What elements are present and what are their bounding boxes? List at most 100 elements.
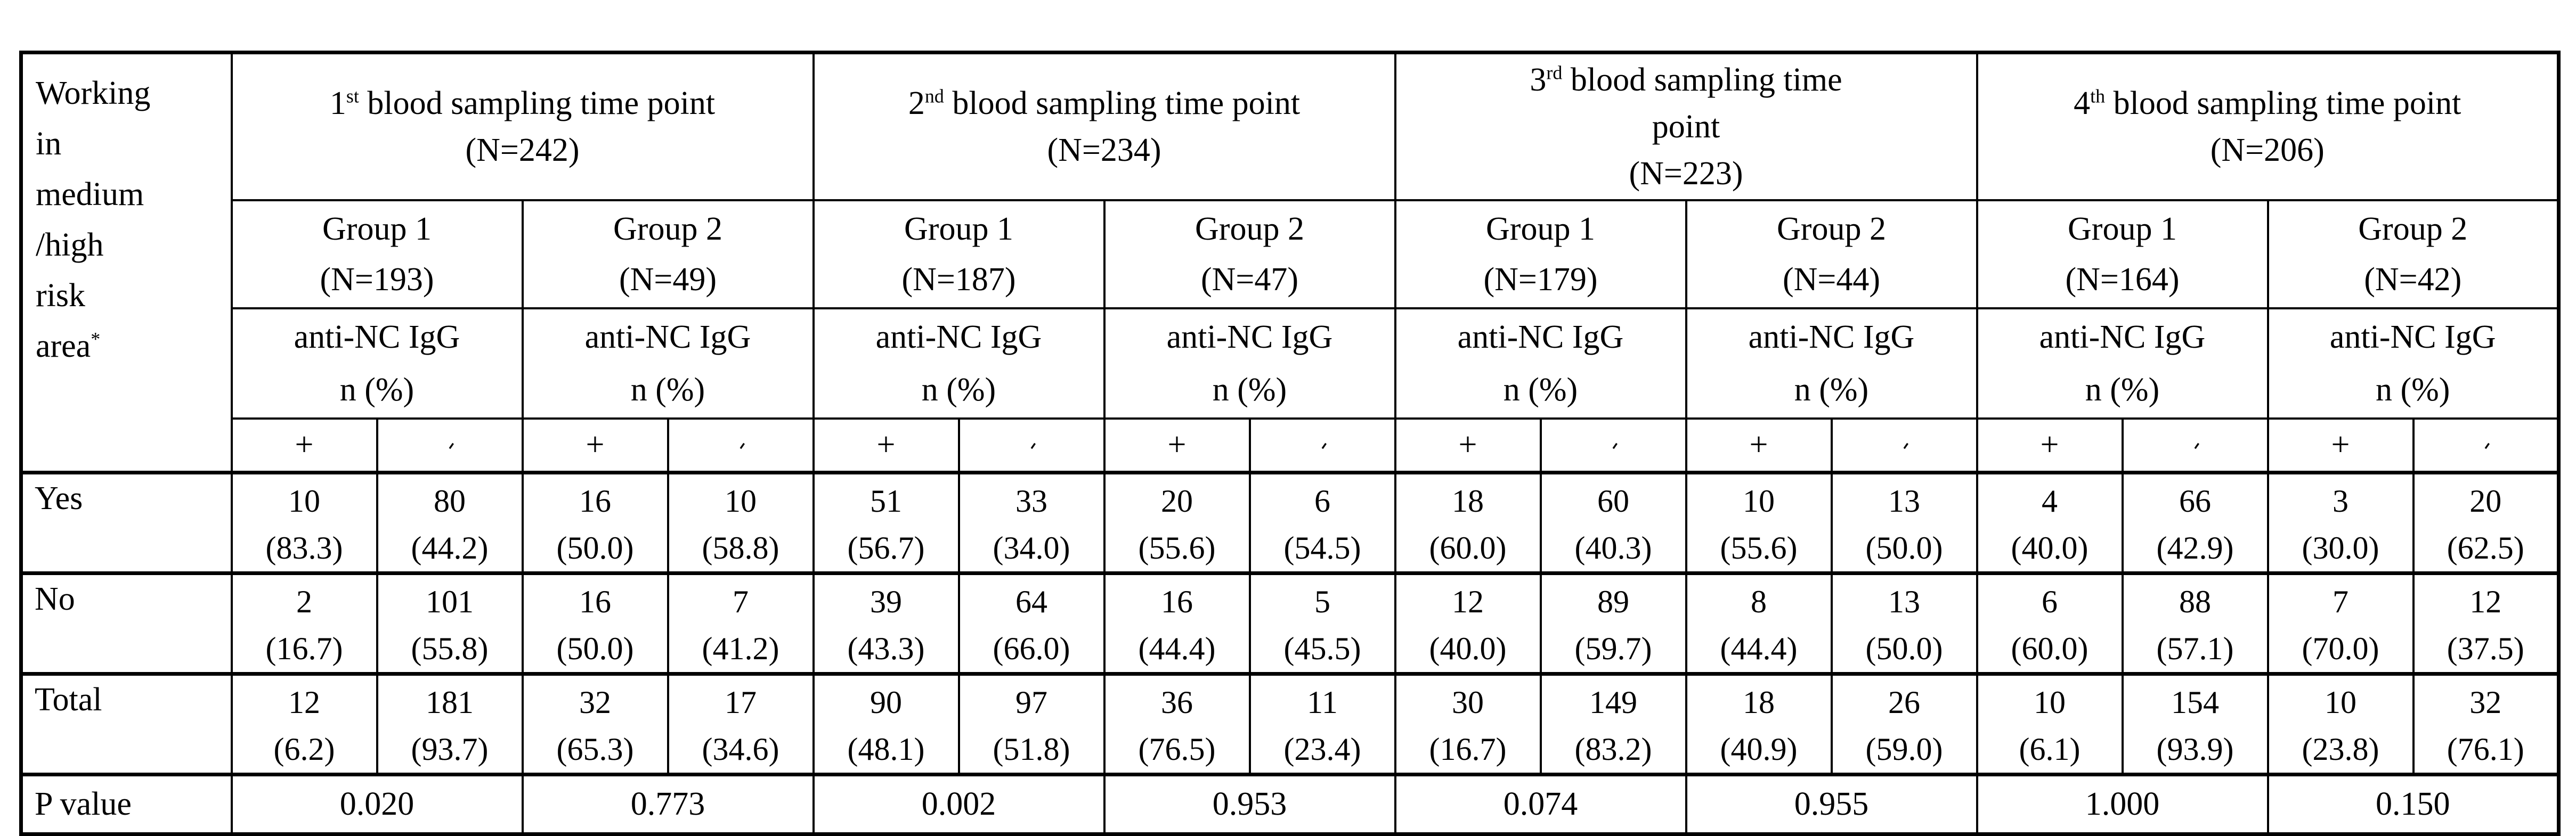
data-cell: 26 (59.0) — [1830, 671, 1978, 775]
assay-subheader: anti-NC IgG n (%) — [230, 307, 524, 420]
data-cell: 36 (76.5) — [1103, 671, 1251, 775]
data-cell: 10 (55.6) — [1685, 470, 1833, 574]
group-header: Group 1 (N=187) — [812, 199, 1106, 309]
data-cell: 149 (83.2) — [1539, 671, 1687, 775]
data-cell: 88 (57.1) — [2121, 571, 2269, 675]
igg-positive-header: + — [1685, 417, 1833, 473]
data-cell: 4 (40.0) — [1976, 470, 2124, 574]
data-cell: 89 (59.7) — [1539, 571, 1687, 675]
data-cell: 16 (50.0) — [521, 470, 669, 574]
data-cell: 101 (55.8) — [376, 571, 524, 675]
group-header: Group 1 (N=164) — [1976, 199, 2269, 309]
p-value-cell: 0.955 — [1685, 772, 1978, 835]
igg-negative-header: - — [1539, 417, 1687, 473]
group-header: Group 2 (N=49) — [521, 199, 815, 309]
p-value-cell: 0.074 — [1394, 772, 1687, 835]
row-group-header-line: Working — [36, 75, 151, 111]
group-header: Group 1 (N=193) — [230, 199, 524, 309]
data-cell: 39 (43.3) — [812, 571, 960, 675]
igg-positive-header: + — [2266, 417, 2415, 473]
row-group-header-line: /high — [36, 227, 104, 263]
footnote-asterisk: * — [91, 328, 101, 350]
data-cell: 66 (42.9) — [2121, 470, 2269, 574]
p-value-cell: 0.953 — [1103, 772, 1396, 835]
group-header: Group 2 (N=47) — [1103, 199, 1396, 309]
timepoint-3-n: (N=223) — [1629, 155, 1743, 192]
timepoint-1-n: (N=242) — [465, 132, 580, 168]
data-cell: 12 (37.5) — [2412, 571, 2560, 675]
igg-positive-header: + — [812, 417, 960, 473]
data-cell: 8 (44.4) — [1685, 571, 1833, 675]
igg-positive-header: + — [1394, 417, 1542, 473]
data-cell: 7 (41.2) — [667, 571, 815, 675]
row-label-no: No — [20, 571, 233, 675]
timepoint-2-n: (N=234) — [1047, 132, 1161, 168]
assay-subheader: anti-NC IgG n (%) — [2266, 307, 2560, 420]
data-cell: 80 (44.2) — [376, 470, 524, 574]
row-group-header-line: in — [36, 126, 62, 162]
data-cell: 20 (55.6) — [1103, 470, 1251, 574]
row-group-header: Working in medium /high risk area* — [20, 51, 233, 473]
data-cell: 16 (50.0) — [521, 571, 669, 675]
data-cell: 2 (16.7) — [230, 571, 378, 675]
data-cell: 10 (6.1) — [1976, 671, 2124, 775]
timepoint-4-n: (N=206) — [2210, 132, 2325, 168]
serology-results-table: Working in medium /high risk area* 1st b… — [19, 51, 2561, 836]
igg-positive-header: + — [521, 417, 669, 473]
assay-subheader: anti-NC IgG n (%) — [1976, 307, 2269, 420]
row-label-yes: Yes — [20, 470, 233, 574]
data-cell: 3 (30.0) — [2266, 470, 2415, 574]
data-cell: 6 (54.5) — [1248, 470, 1396, 574]
group-header: Group 2 (N=42) — [2266, 199, 2560, 309]
p-value-cell: 0.002 — [812, 772, 1106, 835]
data-cell: 12 (40.0) — [1394, 571, 1542, 675]
assay-subheader: anti-NC IgG n (%) — [812, 307, 1106, 420]
data-cell: 17 (34.6) — [667, 671, 815, 775]
data-cell: 10 (23.8) — [2266, 671, 2415, 775]
igg-negative-header: - — [2412, 417, 2560, 473]
data-cell: 51 (56.7) — [812, 470, 960, 574]
data-cell: 90 (48.1) — [812, 671, 960, 775]
data-cell: 10 (58.8) — [667, 470, 815, 574]
p-value-cell: 0.773 — [521, 772, 815, 835]
igg-positive-header: + — [1103, 417, 1251, 473]
igg-negative-header: - — [2121, 417, 2269, 473]
timepoint-2-header: 2nd blood sampling time point (N=234) — [812, 51, 1396, 201]
data-cell: 181 (93.7) — [376, 671, 524, 775]
row-group-header-line: area* — [36, 328, 101, 364]
igg-negative-header: - — [957, 417, 1106, 473]
p-value-cell: 0.150 — [2266, 772, 2560, 835]
data-cell: 33 (34.0) — [957, 470, 1106, 574]
data-cell: 10 (83.3) — [230, 470, 378, 574]
igg-positive-header: + — [1976, 417, 2124, 473]
data-cell: 154 (93.9) — [2121, 671, 2269, 775]
data-cell: 16 (44.4) — [1103, 571, 1251, 675]
data-cell: 32 (76.1) — [2412, 671, 2560, 775]
assay-subheader: anti-NC IgG n (%) — [521, 307, 815, 420]
group-header: Group 1 (N=179) — [1394, 199, 1687, 309]
igg-positive-header: + — [230, 417, 378, 473]
data-cell: 97 (51.8) — [957, 671, 1106, 775]
assay-subheader: anti-NC IgG n (%) — [1394, 307, 1687, 420]
timepoint-3-header: 3rd blood sampling time point (N=223) — [1394, 51, 1978, 201]
igg-negative-header: - — [376, 417, 524, 473]
data-cell: 18 (60.0) — [1394, 470, 1542, 574]
assay-subheader: anti-NC IgG n (%) — [1103, 307, 1396, 420]
data-cell: 13 (50.0) — [1830, 571, 1978, 675]
data-cell: 64 (66.0) — [957, 571, 1106, 675]
p-value-cell: 0.020 — [230, 772, 524, 835]
timepoint-4-header: 4th blood sampling time point (N=206) — [1976, 51, 2560, 201]
data-cell: 6 (60.0) — [1976, 571, 2124, 675]
data-cell: 60 (40.3) — [1539, 470, 1687, 574]
data-cell: 18 (40.9) — [1685, 671, 1833, 775]
row-group-header-line: risk — [36, 277, 85, 314]
data-cell: 13 (50.0) — [1830, 470, 1978, 574]
data-cell: 30 (16.7) — [1394, 671, 1542, 775]
row-group-header-line: medium — [36, 176, 144, 212]
assay-subheader: anti-NC IgG n (%) — [1685, 307, 1978, 420]
group-header: Group 2 (N=44) — [1685, 199, 1978, 309]
data-cell: 11 (23.4) — [1248, 671, 1396, 775]
row-label-p-value: P value — [20, 772, 233, 835]
data-cell: 5 (45.5) — [1248, 571, 1396, 675]
timepoint-1-header: 1st blood sampling time point (N=242) — [230, 51, 815, 201]
